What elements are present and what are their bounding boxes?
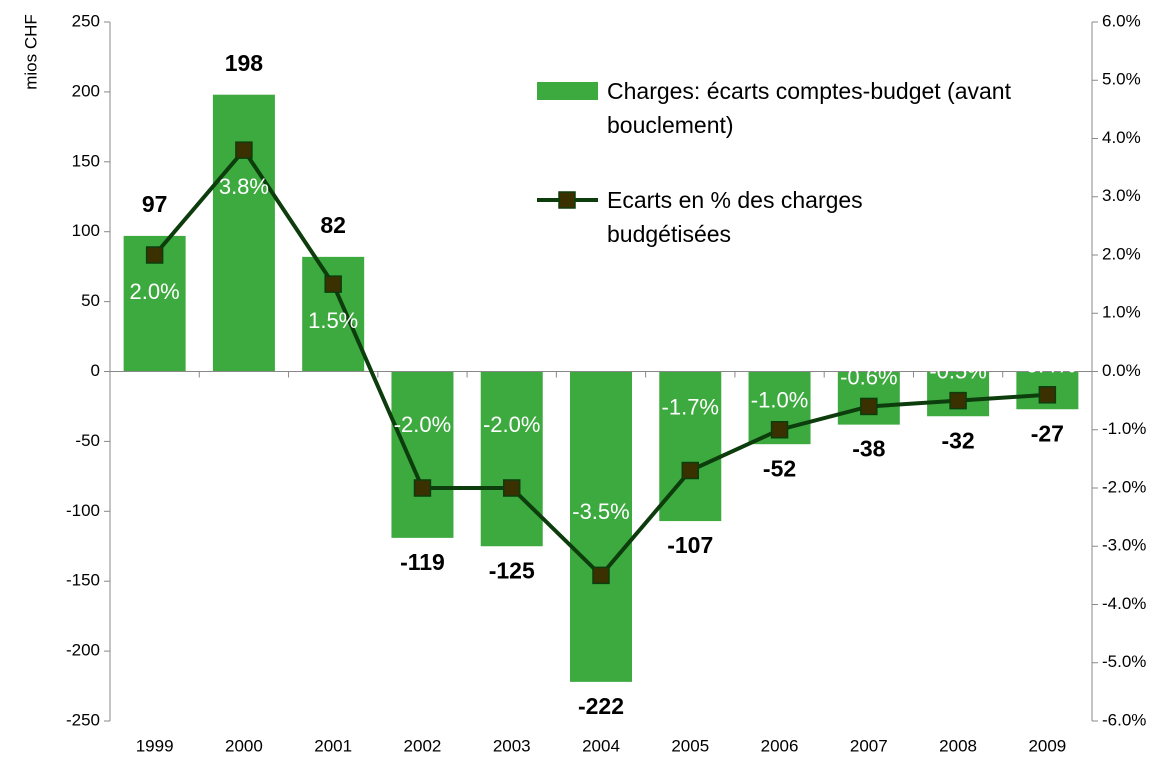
y-tick-label: 100 — [72, 221, 100, 240]
line-value-label: -1.0% — [751, 388, 808, 413]
bar-value-label: -222 — [578, 693, 624, 719]
y-tick-label: -50 — [75, 431, 100, 450]
y-tick-label: 250 — [72, 11, 100, 30]
line-marker — [145, 246, 164, 264]
bar-value-label: -32 — [941, 427, 974, 453]
y-tick-label: 0 — [91, 361, 100, 380]
y2-tick-label: -1.0% — [1102, 419, 1146, 438]
line-value-label: -3.5% — [572, 499, 629, 524]
x-tick-label: 2004 — [582, 736, 620, 755]
bar-value-label: -27 — [1031, 420, 1064, 446]
legend-swatch — [537, 82, 598, 100]
line-value-label: -2.0% — [394, 412, 451, 437]
bar-value-label: -52 — [763, 455, 796, 481]
x-tick-label: 2007 — [850, 736, 888, 755]
y2-tick-label: 4.0% — [1102, 128, 1141, 147]
line-value-label: -0.5% — [929, 358, 986, 383]
x-tick-label: 1999 — [136, 736, 174, 755]
bar — [570, 371, 632, 682]
bar — [212, 94, 275, 372]
x-tick-label: 2008 — [939, 736, 977, 755]
y2-tick-label: -4.0% — [1102, 594, 1146, 613]
y-tick-label: 50 — [81, 291, 100, 310]
y2-tick-label: -5.0% — [1102, 652, 1146, 671]
y-tick-label: -100 — [66, 501, 100, 520]
line-value-label: -0.6% — [840, 364, 897, 389]
x-tick-label: 2006 — [761, 736, 799, 755]
x-tick-label: 2009 — [1028, 736, 1066, 755]
line-value-label: -1.7% — [662, 394, 719, 419]
x-tick-label: 2005 — [671, 736, 709, 755]
line-value-label: -0.4% — [1019, 353, 1076, 378]
line-marker — [324, 275, 342, 293]
legend-label: Charges: écarts comptes-budget (avant bo… — [607, 78, 1011, 138]
x-tick-label: 2002 — [404, 736, 442, 755]
bar-value-label: 198 — [225, 50, 264, 76]
y2-tick-label: -6.0% — [1102, 710, 1146, 729]
bar-value-label: 82 — [320, 212, 346, 238]
bar-value-label: -107 — [667, 532, 713, 558]
y2-tick-label: 2.0% — [1102, 244, 1141, 263]
line-marker — [949, 391, 967, 410]
x-tick-label: 2000 — [225, 736, 263, 755]
y2-tick-label: 6.0% — [1102, 11, 1141, 30]
line-value-label: 3.8% — [219, 174, 269, 199]
line-marker — [860, 397, 878, 416]
x-tick-label: 2003 — [493, 736, 531, 755]
y-axis-label: mios CHF — [21, 14, 40, 90]
bar-value-label: -38 — [852, 436, 885, 462]
line-marker — [681, 461, 700, 480]
legend-label: Ecarts en % des charges budgétisées — [607, 187, 863, 247]
line-marker — [770, 421, 789, 439]
legend-marker — [558, 191, 576, 209]
line-value-label: 2.0% — [130, 279, 180, 304]
line-marker — [413, 479, 432, 497]
bar-value-label: 97 — [142, 191, 168, 217]
y2-tick-label: -2.0% — [1102, 477, 1146, 496]
line-marker — [1038, 386, 1057, 404]
y2-tick-label: 5.0% — [1102, 70, 1141, 89]
y-tick-label: -250 — [66, 710, 100, 729]
line-value-label: -2.0% — [483, 412, 540, 437]
y-tick-label: 150 — [72, 151, 100, 170]
y2-tick-label: -3.0% — [1102, 536, 1146, 555]
bar-value-label: -119 — [400, 549, 445, 575]
y2-tick-label: 3.0% — [1102, 186, 1141, 205]
bar — [391, 371, 454, 538]
line-marker — [502, 479, 521, 497]
y2-tick-label: 0.0% — [1102, 361, 1141, 380]
bar-value-label: -125 — [489, 557, 535, 583]
line-value-label: 1.5% — [308, 308, 358, 333]
y2-tick-label: 1.0% — [1102, 303, 1141, 322]
line-marker — [592, 566, 610, 585]
line-marker — [235, 141, 253, 159]
y-tick-label: -150 — [66, 571, 100, 590]
y-tick-label: 200 — [72, 81, 100, 100]
x-tick-label: 2001 — [314, 736, 352, 755]
bar — [480, 371, 543, 547]
y-tick-label: -200 — [66, 641, 100, 660]
